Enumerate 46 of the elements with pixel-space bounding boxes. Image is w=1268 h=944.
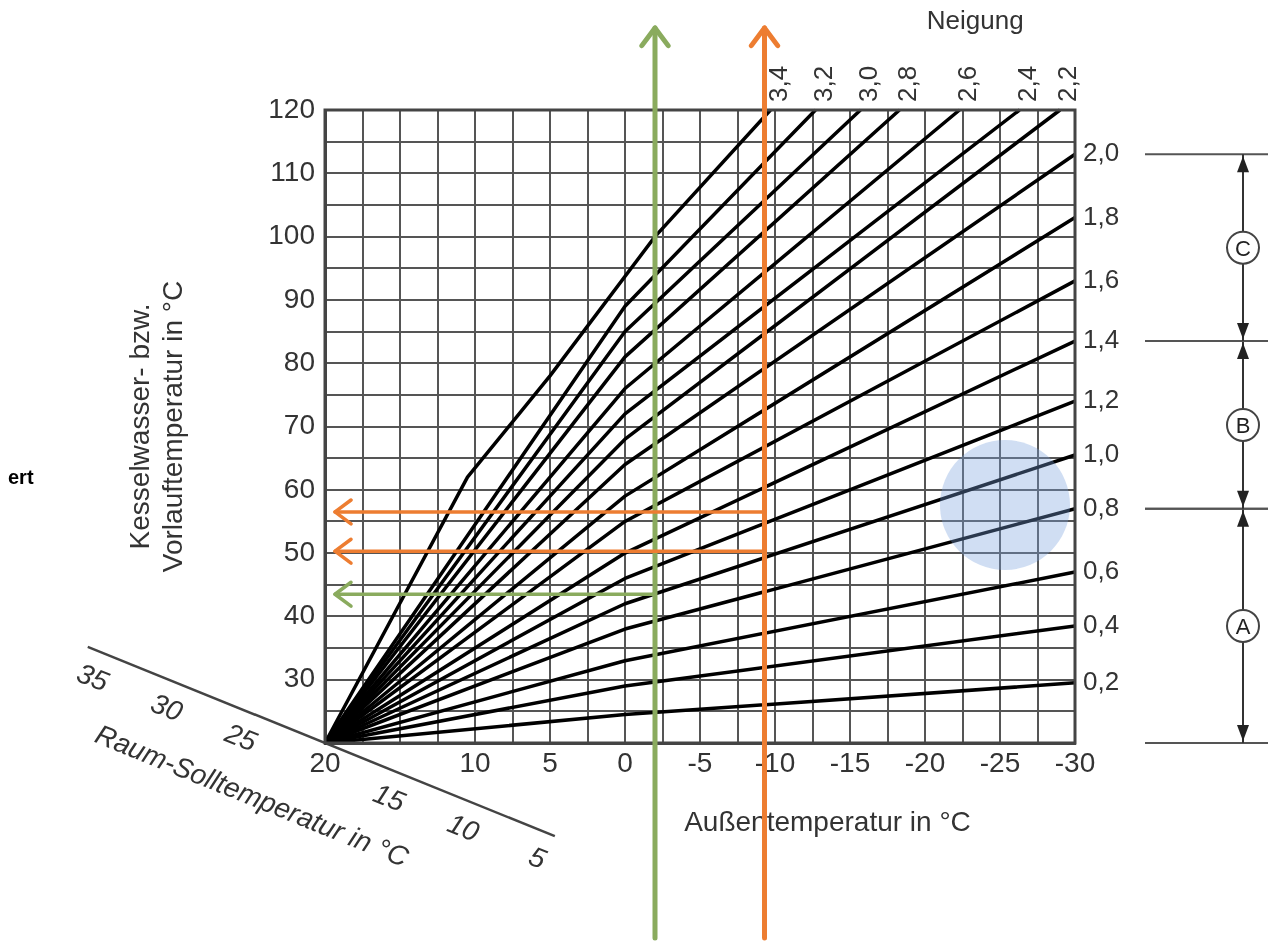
text: 2,8 <box>891 65 922 102</box>
text: 5 <box>524 840 551 875</box>
legend-title: Neigung <box>926 5 1024 36</box>
y-tick-label: 110 <box>270 156 315 188</box>
series-label: 1,4 <box>1083 324 1120 355</box>
x-tick-label: 10 <box>459 746 491 778</box>
text: A <box>1235 613 1251 639</box>
text: ert <box>8 465 34 488</box>
x-tick-label: -5 <box>687 746 713 778</box>
text: 2,6 <box>951 65 982 102</box>
series-label: 0,2 <box>1083 666 1120 697</box>
series-label: 0,6 <box>1083 555 1120 586</box>
y-tick-label: 60 <box>283 472 315 504</box>
x-tick-label: 5 <box>542 746 558 778</box>
series-label: 0,4 <box>1083 609 1120 640</box>
series-label: 2,0 <box>1083 137 1120 168</box>
y-tick-label: 30 <box>283 662 315 694</box>
text: 30 <box>146 687 188 728</box>
x-tick-label: -15 <box>829 746 871 778</box>
y-axis-title: Kesselwasser- bzw. Vorlauftemperatur in °C <box>123 280 189 573</box>
x-tick-label: -30 <box>1054 746 1096 778</box>
series-label: 1,6 <box>1083 264 1120 295</box>
text: 35 <box>72 656 114 698</box>
y-tick-label: 40 <box>283 599 315 631</box>
y-tick-label: 100 <box>268 219 315 251</box>
y-tick-label: 70 <box>283 409 315 441</box>
x-tick-label: -25 <box>979 746 1021 778</box>
text: 2,4 <box>1011 65 1042 102</box>
text: 3,4 <box>762 65 793 102</box>
text: 3,2 <box>807 65 838 102</box>
y-tick-label: 50 <box>283 535 315 567</box>
x-tick-label: 0 <box>617 746 633 778</box>
y-tick-label: 120 <box>268 92 315 124</box>
y-tick-label: 80 <box>283 345 315 377</box>
text: B <box>1235 412 1251 438</box>
series-label: 1,2 <box>1083 384 1120 415</box>
text: 15 <box>369 777 410 818</box>
text: 3,0 <box>852 65 883 102</box>
series-label: 0,8 <box>1083 491 1120 522</box>
text: 2,2 <box>1052 65 1083 102</box>
text: C <box>1235 235 1252 261</box>
text: 10 <box>443 807 485 848</box>
y-tick-label: 90 <box>283 282 315 314</box>
x-tick-label: -20 <box>904 746 946 778</box>
series-label: 1,8 <box>1083 200 1120 231</box>
series-label: 1,0 <box>1083 438 1120 469</box>
